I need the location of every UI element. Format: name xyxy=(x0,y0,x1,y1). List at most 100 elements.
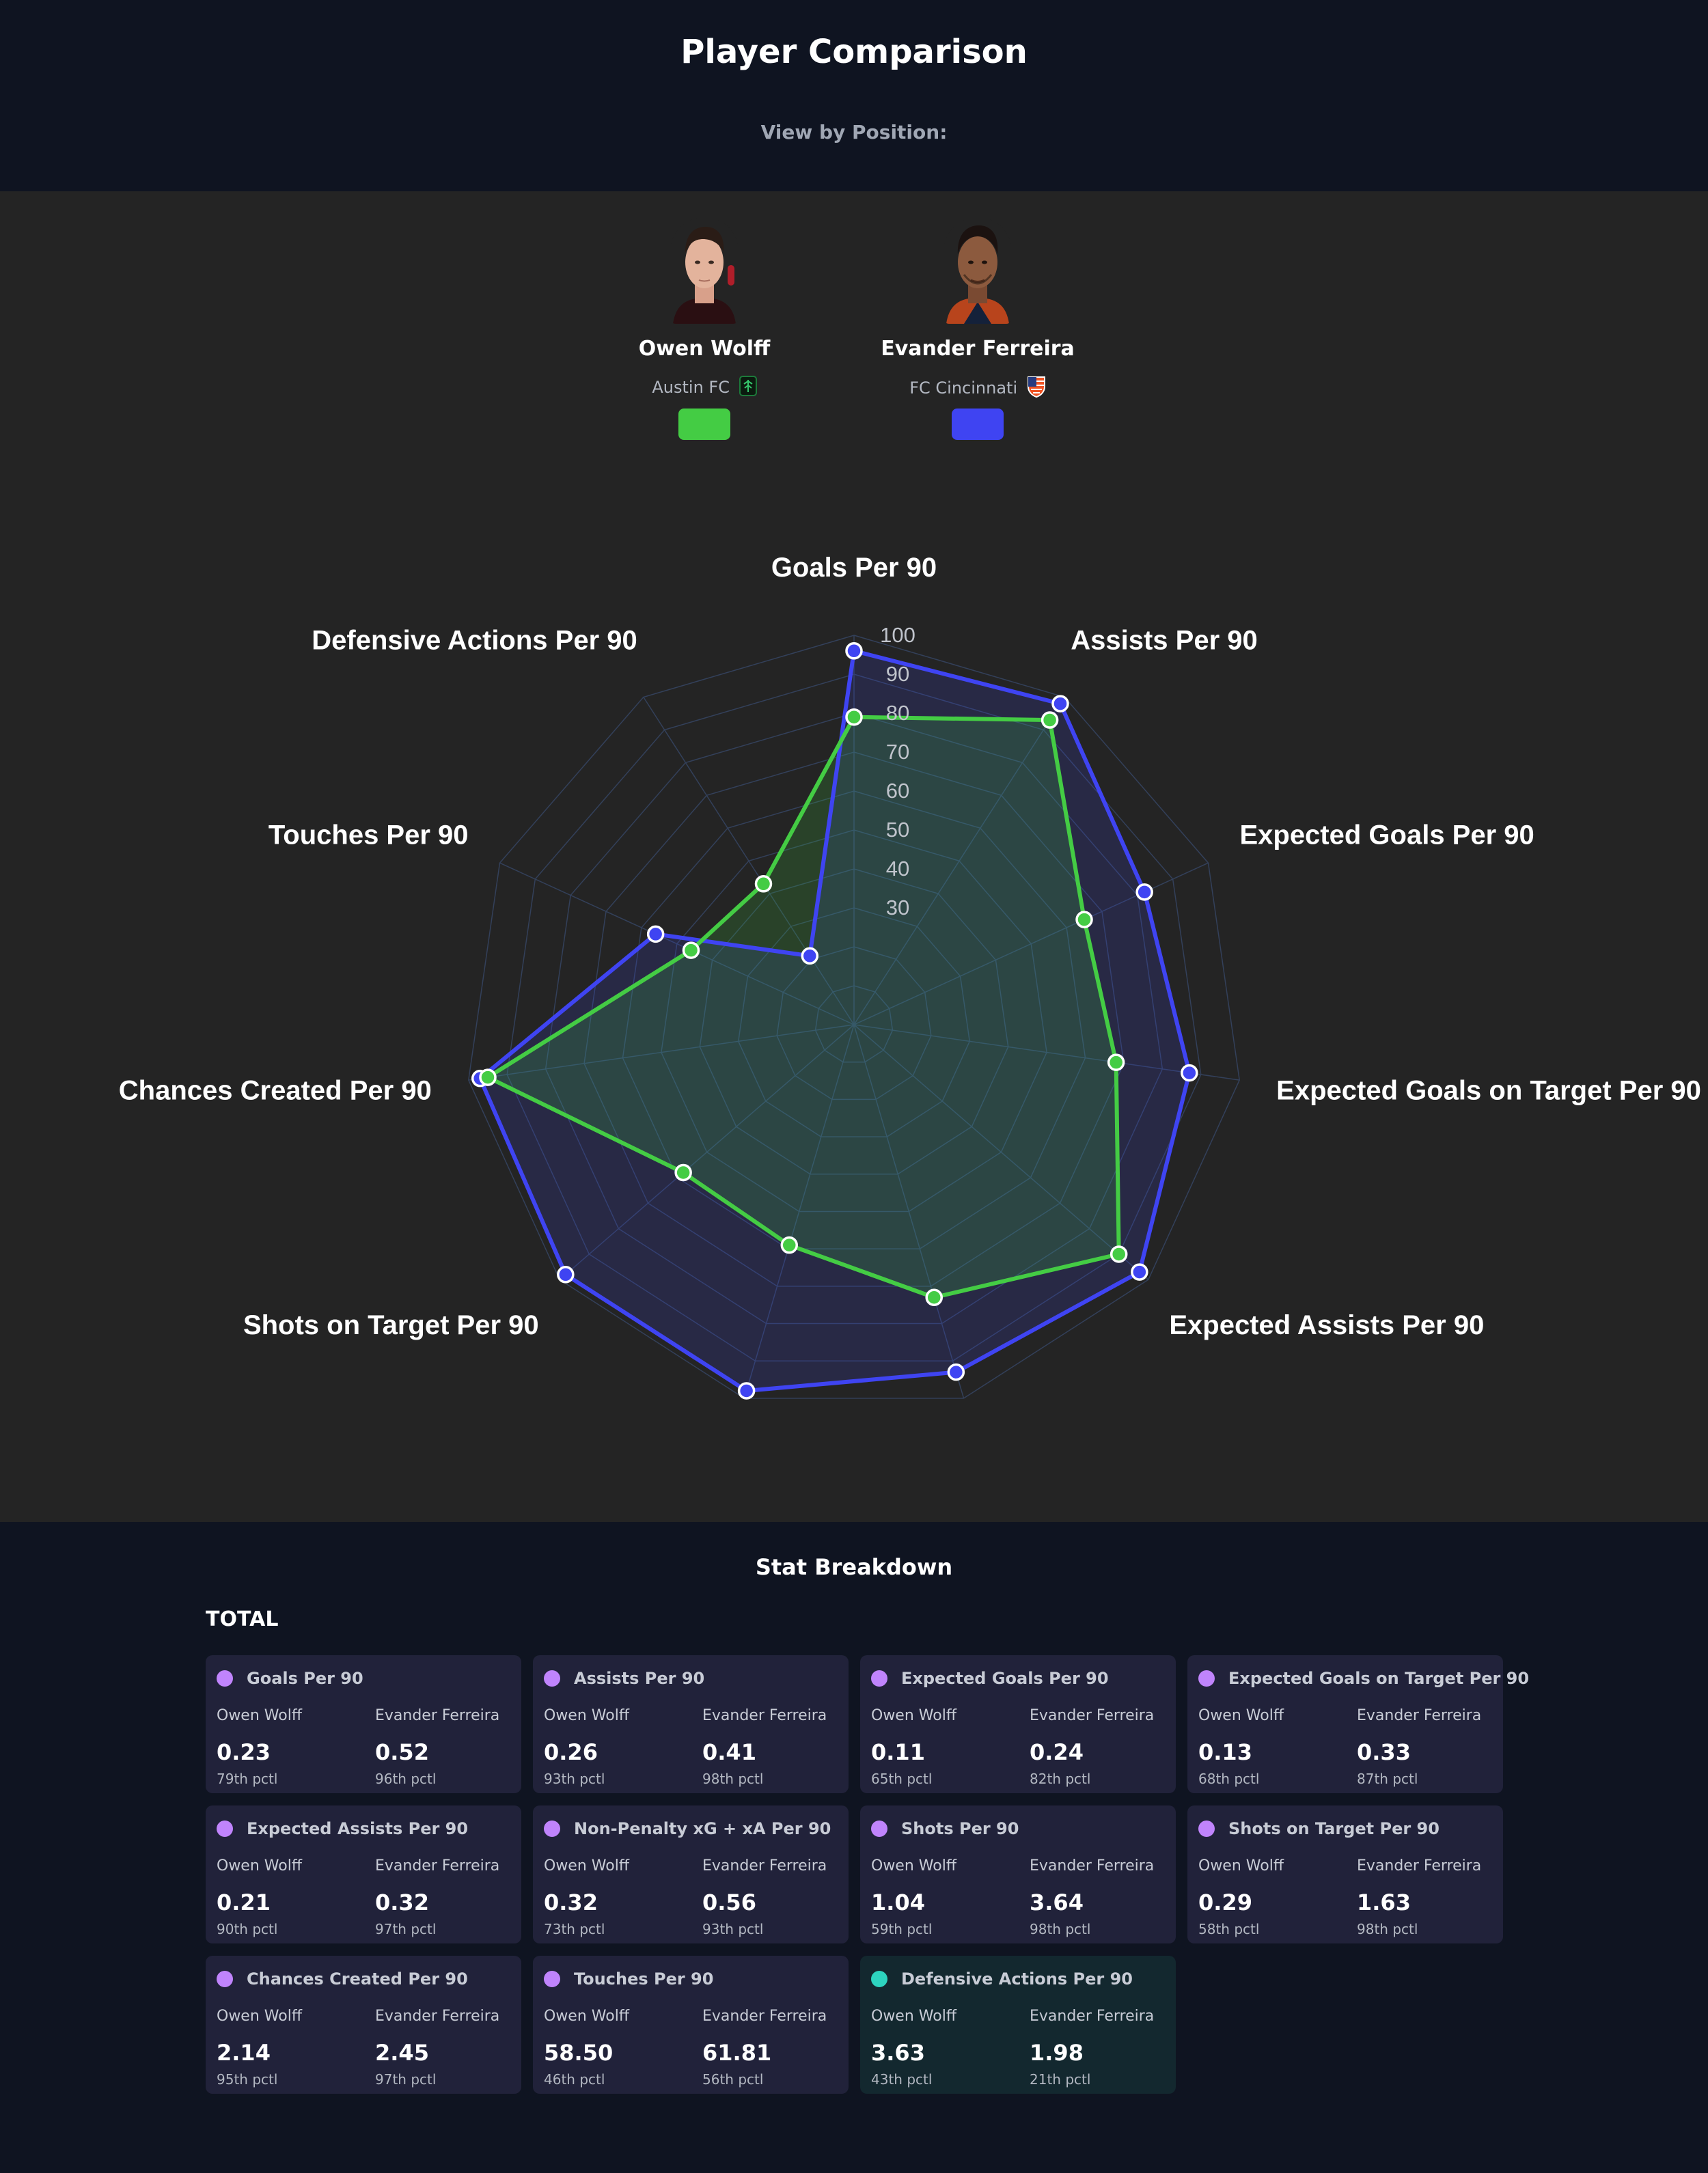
radar-series xyxy=(471,642,1198,1400)
category-dot-icon xyxy=(217,1971,233,1987)
stat-percentile: 82th pctl xyxy=(1030,1771,1091,1787)
radar-data-point[interactable] xyxy=(737,1382,756,1400)
radar-tick-labels: 30 40 50 60 70 80 90 100 xyxy=(880,623,915,919)
radar-tick-label: 40 xyxy=(886,857,909,881)
stat-percentile: 93th pctl xyxy=(702,1921,764,1937)
player-color-swatch-green[interactable] xyxy=(678,409,730,440)
radar-data-point[interactable] xyxy=(947,1363,965,1381)
player-card-1: Owen Wolff Austin FC xyxy=(581,217,827,443)
stat-col-player-b: Evander Ferreira 1.63 98th pctl xyxy=(1357,1857,1507,1937)
radar-tick-label: 60 xyxy=(886,779,909,803)
radar-data-point[interactable] xyxy=(479,1068,497,1086)
radar-grid-ring xyxy=(506,674,1202,1361)
radar-spoke xyxy=(468,1024,855,1081)
category-dot-icon xyxy=(871,1670,887,1687)
stat-card-title: Expected Goals Per 90 xyxy=(901,1669,1109,1688)
stat-percentile: 58th pctl xyxy=(1198,1921,1260,1937)
radar-data-point[interactable] xyxy=(780,1236,799,1254)
radar-data-point[interactable] xyxy=(646,925,665,943)
stat-col-player-a: Owen Wolff 0.26 93th pctl xyxy=(544,1707,694,1787)
stat-col-player-a: Owen Wolff 0.21 90th pctl xyxy=(217,1857,367,1937)
stat-percentile: 97th pctl xyxy=(375,2071,437,2088)
radar-data-point[interactable] xyxy=(1051,695,1069,712)
stat-card-title: Non-Penalty xG + xA Per 90 xyxy=(574,1819,831,1838)
total-label: TOTAL xyxy=(206,1607,279,1631)
stat-player-name: Evander Ferreira xyxy=(702,2008,827,2025)
stat-value: 3.64 xyxy=(1030,1890,1084,1915)
stat-value: 0.41 xyxy=(702,1739,756,1765)
radar-data-point[interactable] xyxy=(557,1266,575,1284)
radar-chart: 30 40 50 60 70 80 90 100 Goals Per 90 Assists Pe… xyxy=(0,540,1708,1428)
player-photo-evander xyxy=(943,217,1012,324)
stat-value: 2.14 xyxy=(217,2040,271,2066)
stat-card: Defensive Actions Per 90 Owen Wolff 3.63 4… xyxy=(860,1956,1176,2094)
player-name: Owen Wolff xyxy=(638,337,771,361)
radar-tick-label: 80 xyxy=(886,701,909,725)
radar-data-point[interactable] xyxy=(801,947,819,965)
radar-data-point[interactable] xyxy=(925,1288,943,1306)
radar-axis-label: Expected Goals Per 90 xyxy=(1239,820,1534,850)
radar-axis-label: Expected Goals on Target Per 90 xyxy=(1276,1075,1701,1105)
stat-value: 0.13 xyxy=(1198,1739,1252,1765)
stat-col-player-b: Evander Ferreira 0.52 96th pctl xyxy=(375,1707,525,1787)
stat-col-player-a: Owen Wolff 1.04 59th pctl xyxy=(871,1857,1021,1937)
radar-data-point[interactable] xyxy=(1135,883,1153,901)
category-dot-icon xyxy=(871,1821,887,1837)
category-dot-icon xyxy=(871,1971,887,1987)
radar-tick-label: 70 xyxy=(886,740,909,764)
radar-data-point[interactable] xyxy=(845,708,863,726)
stat-player-name: Evander Ferreira xyxy=(375,1707,500,1724)
radar-data-point[interactable] xyxy=(1110,1245,1128,1263)
radar-data-point[interactable] xyxy=(1041,711,1059,729)
stat-percentile: 21th pctl xyxy=(1030,2071,1091,2088)
top-header: Player Comparison View by Position: xyxy=(0,0,1708,191)
stat-col-player-b: Evander Ferreira 0.33 87th pctl xyxy=(1357,1707,1507,1787)
category-dot-icon xyxy=(544,1670,560,1687)
austin-fc-crest-icon xyxy=(739,376,757,400)
radar-data-point[interactable] xyxy=(674,1163,692,1182)
radar-axis-label: Chances Created Per 90 xyxy=(119,1075,432,1105)
radar-axis-labels: Goals Per 90 Assists Per 90 Expected Goals… xyxy=(119,553,1701,1340)
stat-value: 3.63 xyxy=(871,2040,925,2066)
player-club: FC Cincinnati xyxy=(855,376,1101,402)
radar-data-point[interactable] xyxy=(1181,1064,1198,1082)
stat-value: 1.63 xyxy=(1357,1890,1411,1915)
radar-axis-label: Goals Per 90 xyxy=(771,553,937,583)
stat-col-player-b: Evander Ferreira 0.32 97th pctl xyxy=(375,1857,525,1937)
stat-player-name: Evander Ferreira xyxy=(1030,1857,1155,1874)
stat-percentile: 65th pctl xyxy=(871,1771,933,1787)
stat-player-name: Owen Wolff xyxy=(1198,1707,1284,1724)
stat-card: Expected Goals on Target Per 90 Owen Wol… xyxy=(1187,1655,1529,1793)
radar-grid-ring xyxy=(776,946,932,1101)
stat-player-name: Evander Ferreira xyxy=(1030,1707,1155,1724)
stat-card-title: Expected Goals on Target Per 90 xyxy=(1228,1669,1530,1688)
stat-card-title: Assists Per 90 xyxy=(574,1669,705,1688)
stat-percentile: 98th pctl xyxy=(1357,1921,1418,1937)
stat-col-player-b: Evander Ferreira 0.41 98th pctl xyxy=(702,1707,853,1787)
stat-col-player-a: Owen Wolff 0.13 68th pctl xyxy=(1198,1707,1349,1787)
stat-card-title: Chances Created Per 90 xyxy=(247,1969,468,1989)
stat-card: Shots on Target Per 90 Owen Wolff 0.29 58t… xyxy=(1187,1805,1503,1943)
radar-data-point[interactable] xyxy=(1131,1263,1148,1281)
stat-percentile: 73th pctl xyxy=(544,1921,605,1937)
stat-player-name: Owen Wolff xyxy=(217,2008,302,2025)
radar-data-point[interactable] xyxy=(1107,1053,1125,1071)
player-color-swatch-blue[interactable] xyxy=(952,409,1004,440)
radar-series-line xyxy=(478,648,1192,1393)
stat-player-name: Evander Ferreira xyxy=(702,1707,827,1724)
radar-data-point[interactable] xyxy=(682,941,700,959)
stat-value: 1.98 xyxy=(1030,2040,1084,2066)
stat-value: 1.04 xyxy=(871,1890,925,1915)
stat-player-name: Owen Wolff xyxy=(544,1707,629,1724)
radar-data-point[interactable] xyxy=(1075,911,1093,928)
stat-value: 58.50 xyxy=(544,2040,614,2066)
stat-value: 0.32 xyxy=(375,1890,429,1915)
stat-value: 61.81 xyxy=(702,2040,772,2066)
stat-percentile: 90th pctl xyxy=(217,1921,278,1937)
stat-col-player-a: Owen Wolff 2.14 95th pctl xyxy=(217,2008,367,2088)
radar-data-point[interactable] xyxy=(754,875,773,893)
stat-card: Assists Per 90 Owen Wolff 0.26 93th pctl E… xyxy=(533,1655,849,1793)
radar-spoke xyxy=(853,1024,1149,1280)
radar-data-point[interactable] xyxy=(845,642,863,660)
stat-value: 0.52 xyxy=(375,1739,429,1765)
